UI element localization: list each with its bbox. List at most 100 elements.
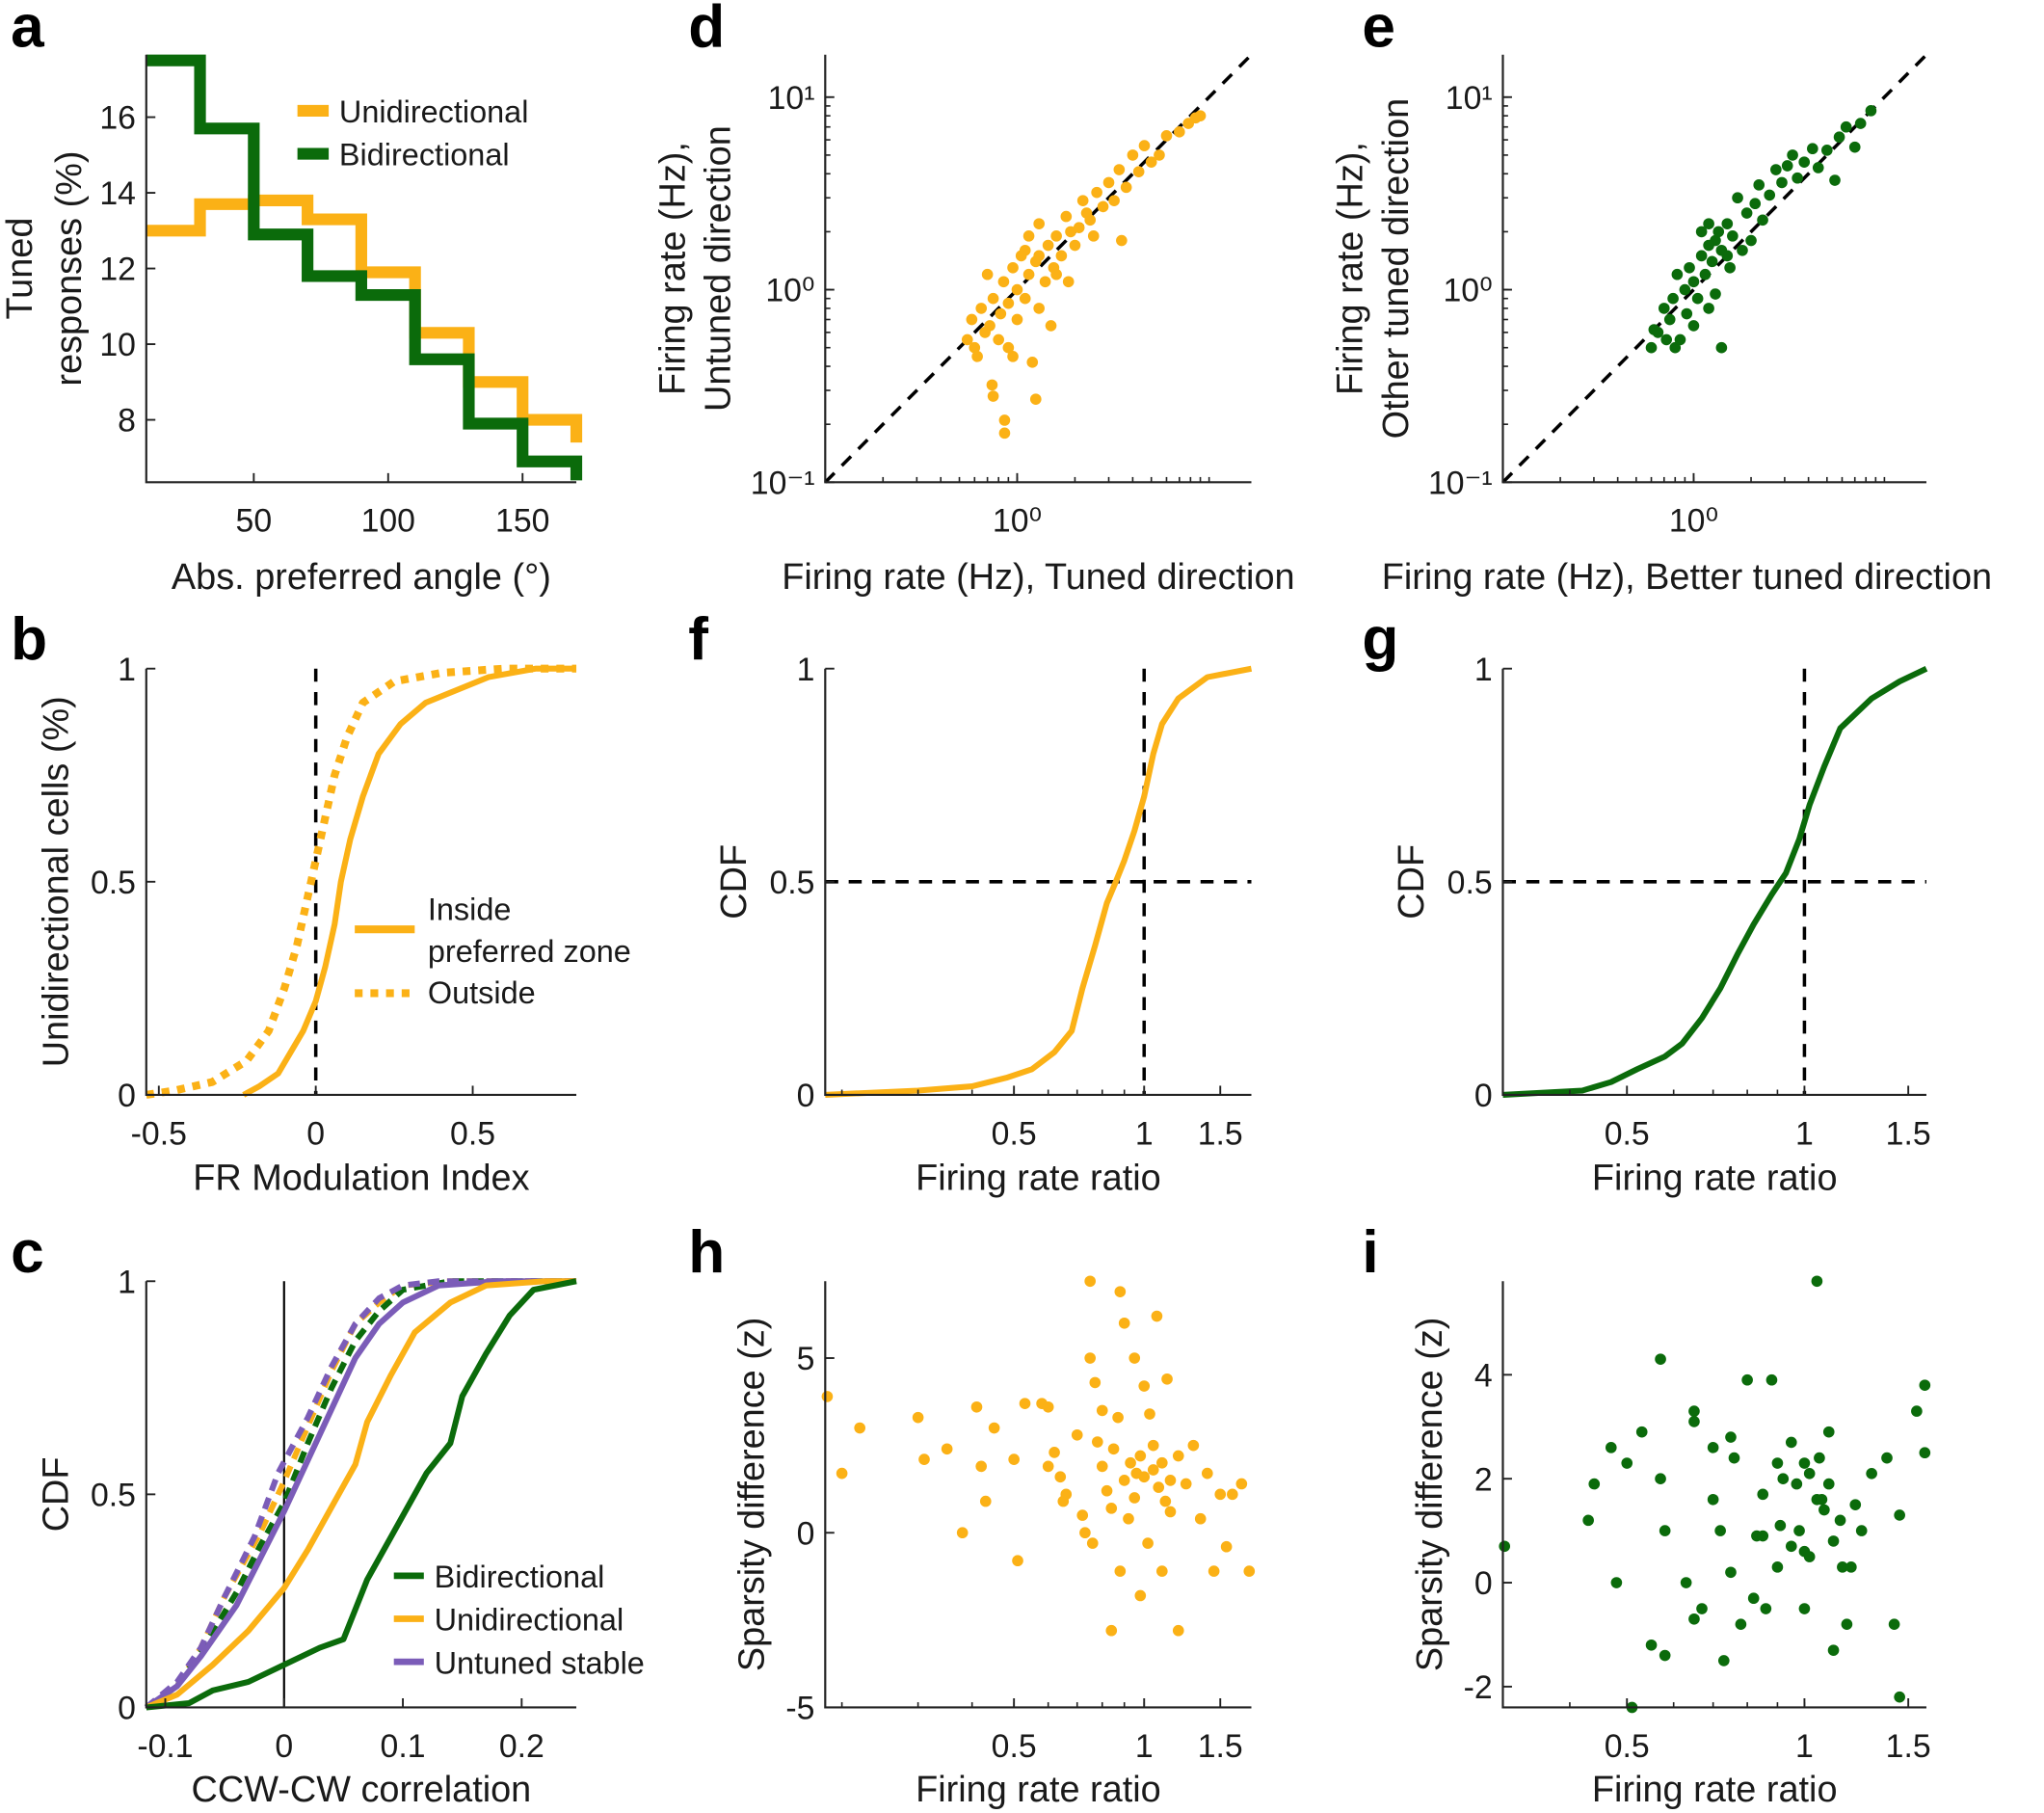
scatter-point [1039,276,1051,288]
scatter-point [1049,1447,1060,1458]
scatter-point [1155,1456,1168,1469]
scatter-point [1073,222,1085,233]
scatter-point [1159,1495,1172,1507]
scatter-point [821,1391,834,1402]
y-tick-label: 0 [118,1078,136,1114]
x-tick-label: 0 [306,1115,325,1152]
scatter-point [1107,1443,1120,1455]
scatter-point [1057,1495,1070,1507]
scatter-point [1798,156,1811,168]
cdf-series-0 [242,665,577,1098]
scatter-point [1703,239,1714,252]
scatter-point [1080,207,1093,219]
panel-label: d [688,0,725,61]
scatter-point [1610,1577,1623,1588]
scatter-point [1011,313,1023,326]
scatter-point [1588,1478,1601,1490]
scatter-point [1777,1473,1790,1485]
x-tick-label: -0.5 [131,1115,187,1152]
scatter-point [1127,149,1139,161]
scatter-point [1134,1589,1147,1602]
scatter-point [1173,126,1185,138]
scatter-point [836,1467,848,1480]
panel-label: a [11,0,44,61]
scatter-point [1814,1452,1825,1464]
scatter-point [1710,288,1721,300]
scatter-point [1881,1452,1893,1464]
y-tick-label: 0 [797,1078,815,1114]
y-tick-label: 12 [99,252,136,288]
scatter-point [1681,307,1693,320]
scatter-point [1605,1442,1617,1453]
histogram-series-bidirectional [146,54,583,481]
scatter-point [1123,1512,1134,1525]
scatter-point [1019,292,1031,305]
scatter-point [961,333,973,346]
scatter-point [1771,1457,1784,1469]
panel-f: f 0.5 1 1.5 0 0.5 1 Firing rate ratio CDF [688,606,1253,1199]
y-tick-label: 10¹ [768,80,815,117]
scatter-point [956,1527,969,1539]
scatter-point [1096,1460,1108,1473]
scatter-point [1770,164,1782,175]
scatter-point [1724,261,1736,274]
scatter-point [1854,118,1867,129]
scatter-point [1717,1655,1730,1666]
scatter-point [1214,1488,1227,1501]
scatter-point [1834,1514,1846,1527]
scatter-point [1089,1376,1102,1389]
x-tick-label: 0.5 [1605,1728,1650,1765]
scatter-point [1727,230,1739,242]
legend-label: Outside [428,975,536,1010]
scatter-point [1138,1380,1151,1392]
scatter-point [1153,1481,1165,1493]
scatter-point [1812,162,1824,173]
legend-label: Unidirectional [339,94,529,129]
scatter-point [1703,303,1714,314]
y-tick-label: 4 [1474,1358,1493,1395]
scatter-point [1147,1464,1159,1476]
scatter-point [1855,1525,1868,1536]
scatter-point [1655,1473,1666,1485]
scatter-point [1771,1561,1784,1573]
panel-label: g [1362,606,1398,673]
scatter-point [1721,218,1734,229]
scatter-point [1703,218,1714,229]
scatter-point [1671,268,1684,280]
scatter-point [1696,1603,1708,1614]
y-tick-label: 14 [99,175,136,212]
scatter-point [1007,351,1019,362]
reference-line [824,53,1253,484]
cdf-series-3 [145,1278,577,1710]
y-tick-label: 8 [118,403,136,440]
scatter-point [1118,1475,1130,1486]
cdf-series-2 [144,1278,577,1710]
scatter-point [1894,1509,1905,1521]
panel-e: e 10⁰ 10⁻¹ 10⁰ 10¹ Firing rate (Hz), Better t… [1330,0,1992,598]
scatter-point [1042,1400,1054,1413]
scatter-point [1154,149,1165,161]
scatter-point [997,276,1010,288]
panel-g: g 0.5 1 1.5 0 0.5 1 Firing rate ratio CDF [1362,606,1930,1198]
scatter-point [1138,1471,1151,1483]
x-axis-label: Firing rate (Hz), Tuned direction [782,557,1294,598]
scatter-point [1667,292,1679,305]
legend-label: Bidirectional [435,1560,605,1594]
scatter-point [1243,1565,1256,1577]
x-tick-label: 1 [1135,1115,1154,1152]
scatter-point [1060,210,1073,223]
scatter-point [1659,1525,1671,1536]
panel-label: c [11,1219,44,1286]
scatter-point [1785,1436,1797,1449]
scatter-point [1138,140,1151,151]
scatter-point [1160,130,1173,142]
scatter-point [1888,1618,1900,1631]
x-tick-label: 10⁰ [1669,503,1718,540]
scatter-point [987,292,999,305]
y-tick-label: 1 [118,1264,136,1300]
scatter-point [1076,195,1089,206]
scatter-point [1194,1512,1207,1525]
scatter-point [1033,303,1045,314]
scatter-point [1845,1561,1857,1573]
